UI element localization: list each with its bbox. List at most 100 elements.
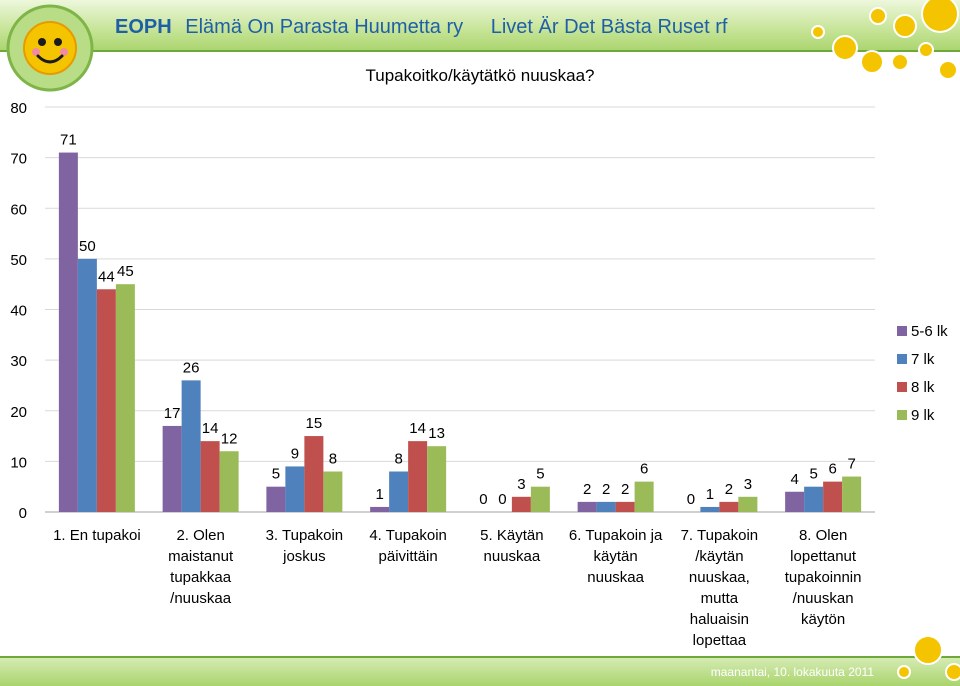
bar bbox=[785, 491, 805, 512]
bar bbox=[304, 436, 324, 512]
category-label: lopettanut bbox=[790, 548, 857, 565]
bar bbox=[389, 471, 409, 512]
category-label: 2. Olen bbox=[176, 527, 224, 544]
bar bbox=[511, 496, 531, 512]
org-abbreviation: EOPH bbox=[115, 16, 172, 38]
data-label: 5 bbox=[536, 466, 544, 483]
category-label: päivittäin bbox=[379, 548, 438, 565]
y-tick-label: 60 bbox=[10, 201, 27, 218]
decorative-bubbles bbox=[811, 0, 959, 80]
y-tick-label: 50 bbox=[10, 252, 27, 269]
y-tick-label: 10 bbox=[10, 454, 27, 471]
category-label: nuuskaa bbox=[484, 548, 541, 565]
data-label: 14 bbox=[409, 420, 426, 437]
data-label: 15 bbox=[306, 415, 323, 432]
bar bbox=[577, 501, 597, 512]
bar bbox=[530, 486, 550, 512]
bar bbox=[738, 496, 758, 512]
data-label: 13 bbox=[428, 425, 445, 442]
header-divider bbox=[0, 50, 960, 52]
data-label: 44 bbox=[98, 268, 115, 285]
data-label: 3 bbox=[517, 476, 525, 493]
y-tick-label: 70 bbox=[10, 151, 27, 168]
bar bbox=[181, 380, 201, 512]
category-label: tupakkaa bbox=[170, 569, 232, 586]
data-label: 45 bbox=[117, 263, 134, 280]
legend-label: 7 lk bbox=[911, 351, 935, 368]
data-label: 0 bbox=[498, 491, 506, 508]
category-label: 7. Tupakoin bbox=[681, 527, 759, 544]
data-label: 7 bbox=[847, 456, 855, 473]
footer-bubbles bbox=[897, 635, 960, 681]
data-label: 4 bbox=[790, 471, 798, 488]
org-name-swedish: Livet Är Det Bästa Ruset rf bbox=[490, 16, 728, 38]
category-label: nuuskaa, bbox=[689, 569, 750, 586]
data-label: 8 bbox=[394, 451, 402, 468]
bar bbox=[115, 284, 135, 512]
chart-title: Tupakoitko/käytätkö nuuskaa? bbox=[365, 66, 594, 85]
data-label: 2 bbox=[621, 481, 629, 498]
bar bbox=[200, 441, 220, 512]
bar bbox=[323, 471, 343, 512]
category-label: lopettaa bbox=[693, 632, 747, 649]
category-label: käytän bbox=[594, 548, 638, 565]
data-label: 0 bbox=[479, 491, 487, 508]
bar bbox=[823, 481, 843, 512]
bar bbox=[634, 481, 654, 512]
bar bbox=[370, 506, 390, 512]
organization-title: EOPH Elämä On Parasta Huumetta ry Livet … bbox=[115, 16, 727, 39]
data-label: 26 bbox=[183, 359, 200, 376]
category-label: 1. En tupakoi bbox=[53, 527, 141, 544]
bar bbox=[285, 466, 305, 512]
data-label: 12 bbox=[221, 430, 238, 447]
data-label: 2 bbox=[725, 481, 733, 498]
bar bbox=[596, 501, 616, 512]
bar bbox=[804, 486, 824, 512]
legend-label: 9 lk bbox=[911, 407, 935, 424]
y-tick-label: 0 bbox=[19, 505, 27, 522]
footer-date: maanantai, 10. lokakuuta 2011 bbox=[710, 665, 874, 679]
data-label: 1 bbox=[706, 486, 714, 503]
data-label: 9 bbox=[291, 445, 299, 462]
category-label: mutta bbox=[701, 590, 739, 607]
data-label: 17 bbox=[164, 405, 181, 422]
y-tick-label: 30 bbox=[10, 353, 27, 370]
header-band bbox=[0, 0, 960, 52]
category-label: käytön bbox=[801, 611, 845, 628]
category-label: 8. Olen bbox=[799, 527, 847, 544]
legend-swatch bbox=[897, 410, 907, 420]
footer-divider bbox=[0, 656, 960, 658]
data-label: 8 bbox=[329, 451, 337, 468]
bar bbox=[162, 425, 182, 512]
bar bbox=[427, 446, 447, 512]
bar bbox=[77, 258, 97, 512]
y-tick-label: 20 bbox=[10, 404, 27, 421]
category-label: 4. Tupakoin bbox=[369, 527, 447, 544]
data-label: 3 bbox=[744, 476, 752, 493]
data-label: 50 bbox=[79, 238, 96, 255]
bar bbox=[408, 441, 428, 512]
data-label: 2 bbox=[583, 481, 591, 498]
legend-label: 8 lk bbox=[911, 379, 935, 396]
footer-band bbox=[0, 656, 960, 686]
eoph-logo bbox=[6, 4, 94, 92]
legend-swatch bbox=[897, 326, 907, 336]
data-label: 0 bbox=[687, 491, 695, 508]
legend-swatch bbox=[897, 382, 907, 392]
category-label: 5. Käytän bbox=[480, 527, 543, 544]
category-label: maistanut bbox=[168, 548, 234, 565]
org-name-finnish: Elämä On Parasta Huumetta ry bbox=[185, 16, 464, 38]
data-label: 2 bbox=[602, 481, 610, 498]
bar bbox=[58, 152, 78, 512]
bar bbox=[615, 501, 635, 512]
data-label: 1 bbox=[375, 486, 383, 503]
category-label: /nuuskan bbox=[793, 590, 854, 607]
data-label: 6 bbox=[640, 461, 648, 478]
y-tick-label: 40 bbox=[10, 303, 27, 320]
data-label: 6 bbox=[828, 461, 836, 478]
category-label: 3. Tupakoin bbox=[266, 527, 344, 544]
category-label: tupakoinnin bbox=[785, 569, 862, 586]
category-label: joskus bbox=[282, 548, 326, 565]
bar bbox=[719, 501, 739, 512]
